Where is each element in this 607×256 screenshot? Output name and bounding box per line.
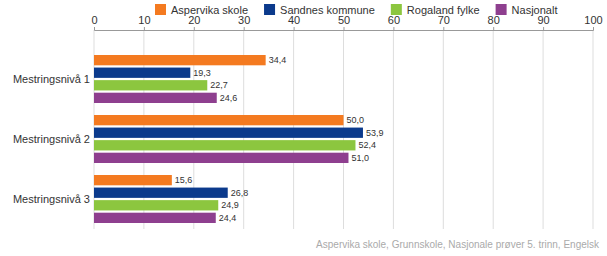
category-label: Mestringsnivå 3 [13, 193, 90, 205]
grid-line [593, 30, 594, 229]
legend-swatch [391, 4, 402, 15]
data-labels: 34,4 50,0 15,6 19,3 53,9 26,8 22,7 52,4 24,9 24,6… [175, 55, 384, 223]
bar [94, 188, 228, 198]
tick: 50 [338, 14, 350, 30]
tick: Mestringsnivå 1 [13, 73, 94, 85]
tick-mark [94, 27, 95, 30]
legend: Aspervika skole Sandnes kommune Rogaland f… [155, 4, 557, 16]
tick: 70 [438, 14, 450, 30]
grid [94, 30, 593, 229]
data-label: 52,4 [358, 140, 376, 150]
grid-line [443, 30, 444, 229]
bar [94, 200, 218, 210]
tick-mark [344, 27, 345, 30]
bar [94, 93, 217, 103]
tick: Mestringsnivå 3 [13, 193, 94, 205]
data-label: 51,0 [351, 153, 369, 163]
data-label: 19,3 [193, 68, 211, 78]
legend-item: Rogaland fylke [391, 4, 480, 16]
tick: 60 [388, 14, 400, 30]
axis-line [95, 27, 594, 31]
tick-mark [144, 27, 145, 30]
bar [94, 115, 344, 125]
data-label: 53,9 [366, 128, 384, 138]
data-label: 24,6 [220, 93, 238, 103]
category-label: Mestringsnivå 1 [13, 73, 90, 85]
tick-mark [294, 27, 295, 30]
data-label: 24,9 [221, 200, 239, 210]
data-label: 50,0 [347, 115, 365, 125]
legend-swatch [496, 4, 507, 15]
tick: 20 [188, 14, 200, 30]
chart: 0102030405060708090100Mestringsnivå 1Mes… [0, 0, 607, 256]
bar [94, 128, 363, 138]
legend-item: Nasjonalt [496, 4, 558, 16]
grid-line [543, 30, 544, 229]
tick-label: 100 [584, 14, 602, 26]
tick-mark [393, 27, 394, 30]
tick-mark [543, 27, 544, 30]
bars [94, 55, 363, 223]
tick-mark [593, 27, 594, 30]
bar [94, 140, 355, 150]
tick-mark [194, 27, 195, 30]
tick-mark [493, 27, 494, 30]
data-label: 22,7 [210, 80, 228, 90]
legend-label: Nasjonalt [512, 4, 558, 16]
tick: 80 [488, 14, 500, 30]
data-label: 26,8 [231, 188, 249, 198]
tick: 40 [288, 14, 300, 30]
legend-item: Aspervika skole [155, 4, 248, 16]
legend-label: Aspervika skole [171, 4, 248, 16]
data-label: 24,4 [219, 213, 237, 223]
legend-swatch [264, 4, 275, 15]
tick: 100 [584, 14, 602, 30]
y-axis: Mestringsnivå 1 Mestringsnivå 2 Mestringsn… [13, 73, 94, 205]
bar [94, 68, 190, 78]
bar [94, 80, 207, 90]
data-label: 34,4 [269, 55, 287, 65]
tick: Mestringsnivå 2 [13, 133, 94, 145]
grid-line [493, 30, 494, 229]
tick-label: 10 [138, 14, 150, 26]
tick: 0 [91, 14, 97, 30]
category-label: Mestringsnivå 2 [13, 133, 90, 145]
tick-label: 60 [388, 14, 400, 26]
bar [94, 153, 348, 163]
legend-label: Sandnes kommune [280, 4, 375, 16]
grid-line [393, 30, 394, 229]
tick-mark [244, 27, 245, 30]
data-label: 15,6 [175, 175, 193, 185]
bar [94, 175, 172, 185]
legend-swatch [155, 4, 166, 15]
annotation: Aspervika skole, Grunnskole, Nasjonale p… [316, 239, 600, 250]
bar [94, 213, 216, 223]
tick: 90 [537, 14, 549, 30]
legend-label: Rogaland fylke [407, 4, 480, 16]
tick: 30 [238, 14, 250, 30]
tick: 10 [138, 14, 150, 30]
tick-mark [443, 27, 444, 30]
x-axis: 0 10 20 30 40 50 60 70 80 90 100 [91, 14, 602, 31]
legend-item: Sandnes kommune [264, 4, 375, 16]
bar [94, 55, 266, 65]
tick-label: 80 [488, 14, 500, 26]
tick-label: 0 [91, 14, 97, 26]
